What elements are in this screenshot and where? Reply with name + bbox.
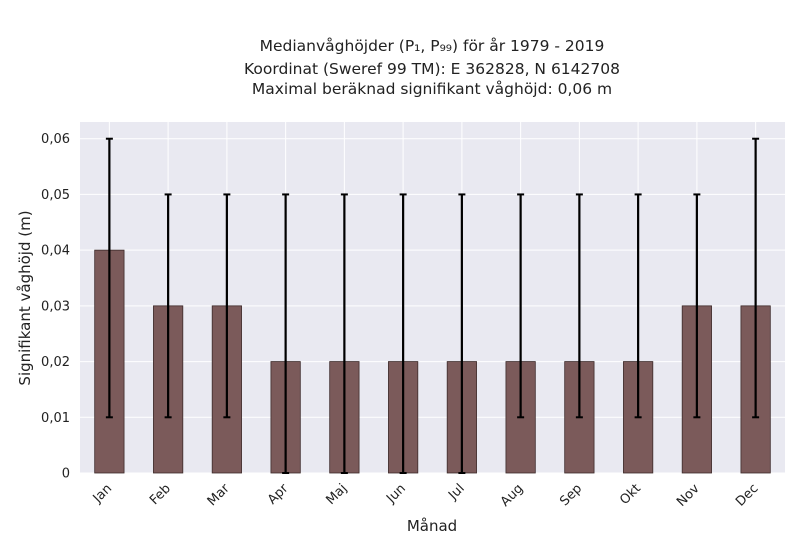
- error-bar-maj: [340, 193, 348, 474]
- y-tick-label: 0,06: [41, 132, 70, 147]
- error-bar-aug: [517, 193, 525, 419]
- y-tick-label: 0,01: [41, 411, 70, 426]
- x-tick-label-apr: Apr: [265, 481, 292, 508]
- chart-title-line-1: Medianvåghöjder (P₁, P₉₉) för år 1979 - …: [260, 37, 605, 55]
- error-bar-jul: [458, 193, 466, 474]
- x-tick-label-jan: Jan: [90, 481, 115, 506]
- chart-title-line-2: Koordinat (Sweref 99 TM): E 362828, N 61…: [244, 60, 620, 78]
- x-tick-label-mar: Mar: [205, 481, 233, 509]
- y-tick-labels: 0 0,01 0,02 0,03 0,04 0,05 0,06: [41, 132, 70, 481]
- x-tick-label-sep: Sep: [557, 481, 585, 509]
- error-bar-sep: [575, 193, 583, 419]
- error-bar-feb: [164, 193, 172, 419]
- y-tick-label: 0,05: [41, 188, 70, 203]
- y-axis-label: Signifikant våghöjd (m): [16, 210, 34, 385]
- x-axis-label: Månad: [407, 517, 457, 535]
- error-bar-jan: [105, 137, 113, 419]
- x-tick-labels: Jan Feb Mar Apr Maj Jun Jul Aug Sep Okt Nov Dec: [90, 481, 762, 510]
- y-tick-label: 0: [62, 467, 70, 482]
- x-tick-label-okt: Okt: [617, 481, 644, 508]
- y-tick-label: 0,02: [41, 355, 70, 370]
- x-tick-label-jun: Jun: [383, 481, 409, 507]
- chart-title-line-3: Maximal beräknad signifikant våghöjd: 0,…: [252, 80, 612, 98]
- error-bar-apr: [282, 193, 290, 474]
- error-bar-okt: [634, 193, 642, 419]
- y-tick-label: 0,04: [41, 244, 70, 259]
- error-bar-dec: [752, 137, 760, 419]
- error-bar-nov: [693, 193, 701, 419]
- plot-background: [80, 122, 785, 473]
- x-tick-label-nov: Nov: [674, 481, 703, 510]
- x-tick-label-dec: Dec: [733, 481, 761, 509]
- x-tick-label-maj: Maj: [323, 481, 350, 508]
- x-tick-label-aug: Aug: [498, 481, 527, 510]
- x-tick-label-feb: Feb: [147, 481, 174, 508]
- error-bars: [105, 137, 760, 474]
- error-bar-mar: [223, 193, 231, 419]
- x-tick-label-jul: Jul: [445, 481, 467, 503]
- error-bar-jun: [399, 193, 407, 474]
- y-tick-label: 0,03: [41, 299, 70, 314]
